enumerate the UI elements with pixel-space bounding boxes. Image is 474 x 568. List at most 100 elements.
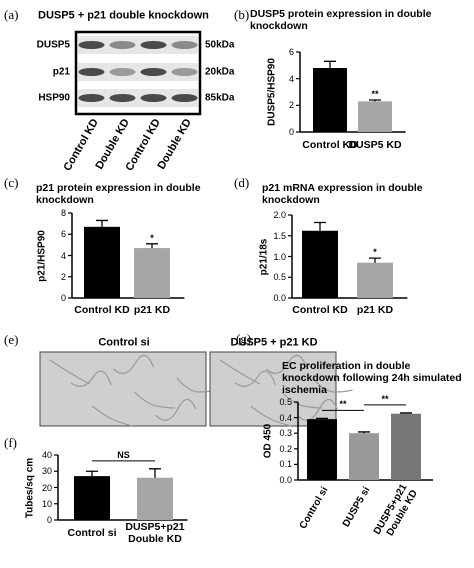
blot-row-label: p21 xyxy=(52,66,70,78)
bar xyxy=(349,433,379,480)
y-axis-label: DUSP5/HSP90 xyxy=(266,58,278,126)
blot-size-label: 85kDa xyxy=(205,92,235,104)
bar xyxy=(358,101,392,132)
micrograph xyxy=(209,351,337,427)
image-label: DUSP5 + p21 KD xyxy=(230,336,318,349)
micrograph-tube xyxy=(265,354,307,374)
y-tick-label: 6 xyxy=(288,46,294,57)
blot-size-label: 20kDa xyxy=(205,66,235,78)
y-tick-label: 0 xyxy=(46,514,52,525)
bar xyxy=(134,248,170,298)
blot-band xyxy=(78,68,105,76)
x-tick-label: Control KD xyxy=(292,303,348,316)
panel-label: (a) xyxy=(4,7,19,22)
y-tick-label: 2 xyxy=(288,100,294,111)
blot-band xyxy=(140,68,167,76)
blot-strip xyxy=(78,63,198,81)
micrograph-tube xyxy=(91,405,133,427)
micrograph-tube xyxy=(235,370,276,387)
y-tick-label: 0.4 xyxy=(279,412,292,423)
x-tick-label: DUSP5+p21 Double KD xyxy=(125,520,185,545)
x-tick-label: p21 KD xyxy=(356,303,394,316)
blot-band xyxy=(78,41,105,49)
micrograph-tube xyxy=(155,398,197,421)
y-tick-label: 0.0 xyxy=(273,292,286,303)
bar xyxy=(307,419,337,480)
y-tick-label: 4 xyxy=(60,250,66,261)
bar xyxy=(74,476,110,520)
blot-band xyxy=(171,68,198,76)
bar xyxy=(313,68,347,132)
y-axis-label: OD 450 xyxy=(262,423,274,459)
micrograph-tube xyxy=(250,405,292,427)
significance-label: ** xyxy=(371,88,379,99)
micrograph-tube xyxy=(70,370,112,387)
x-tick-label: Control si xyxy=(67,526,117,539)
panel-label: (b) xyxy=(234,7,250,22)
micrograph-tube xyxy=(281,391,322,409)
y-tick-label: 2 xyxy=(60,271,66,282)
y-tick-label: 0.5 xyxy=(273,272,286,283)
y-tick-label: 40 xyxy=(41,449,52,460)
y-tick-label: 30 xyxy=(41,466,52,477)
error-bar xyxy=(358,431,370,434)
micrograph-tube xyxy=(49,359,91,385)
y-tick-label: 0.3 xyxy=(279,428,292,439)
error-bar xyxy=(324,60,336,68)
significance-label: ** xyxy=(339,399,347,410)
y-axis-label: p21/HSP90 xyxy=(36,229,48,282)
blot-frame xyxy=(74,30,202,116)
bar xyxy=(357,262,393,298)
y-tick-label: 10 xyxy=(41,498,52,509)
blot-band xyxy=(140,41,167,49)
bar xyxy=(302,230,338,298)
chart-title: EC proliferation in double knockdown fol… xyxy=(282,360,462,397)
y-tick-label: 0.1 xyxy=(279,459,292,470)
blot-title: DUSP5 + p21 double knockdown xyxy=(38,9,209,22)
y-tick-label: 0 xyxy=(288,126,294,137)
y-tick-label: 1.5 xyxy=(273,230,286,241)
significance-label: * xyxy=(150,232,154,243)
micrograph-tube xyxy=(312,377,353,393)
error-bar xyxy=(149,468,161,478)
panel-label: (c) xyxy=(4,175,19,190)
y-tick-label: 20 xyxy=(41,482,52,493)
y-tick-label: 0 xyxy=(60,292,66,303)
y-tick-label: 0.2 xyxy=(279,443,292,454)
error-bar xyxy=(369,99,381,102)
bar xyxy=(137,477,173,520)
blot-band xyxy=(109,41,136,49)
blot-band xyxy=(78,94,105,102)
chart-title: p21 mRNA expression in double knockdown xyxy=(262,182,423,207)
blot-strip xyxy=(78,89,198,107)
error-bar xyxy=(96,219,108,227)
significance-label: ** xyxy=(381,393,389,404)
error-bar xyxy=(86,470,98,477)
significance-label: NS xyxy=(117,449,130,460)
micrograph-tube xyxy=(134,391,175,409)
error-bar xyxy=(369,257,381,263)
y-axis-label: Tubes/sq cm xyxy=(24,457,36,518)
image-label: Control si xyxy=(98,336,150,349)
chart-title: p21 protein expression in double knockdo… xyxy=(36,182,201,207)
y-tick-label: 4 xyxy=(288,73,294,84)
y-tick-label: 0.5 xyxy=(279,396,292,407)
bar xyxy=(84,226,120,298)
chart-title: DUSP5 protein expression in double knock… xyxy=(250,8,432,33)
bar xyxy=(391,413,421,480)
micrograph-tube xyxy=(113,354,154,374)
blot-band xyxy=(140,94,167,102)
blot-band xyxy=(109,68,136,76)
y-tick-label: 6 xyxy=(60,229,66,240)
y-axis-label: p21/18s xyxy=(258,238,270,275)
error-bar xyxy=(400,412,412,414)
y-tick-label: 8 xyxy=(60,207,66,218)
blot-band xyxy=(171,41,198,49)
error-bar xyxy=(146,243,158,249)
significance-label: * xyxy=(373,246,377,257)
x-tick-label: DUSP5 KD xyxy=(348,138,402,151)
micrograph-tube xyxy=(219,359,261,385)
micrograph xyxy=(39,351,207,427)
y-tick-label: 2.0 xyxy=(273,209,286,220)
